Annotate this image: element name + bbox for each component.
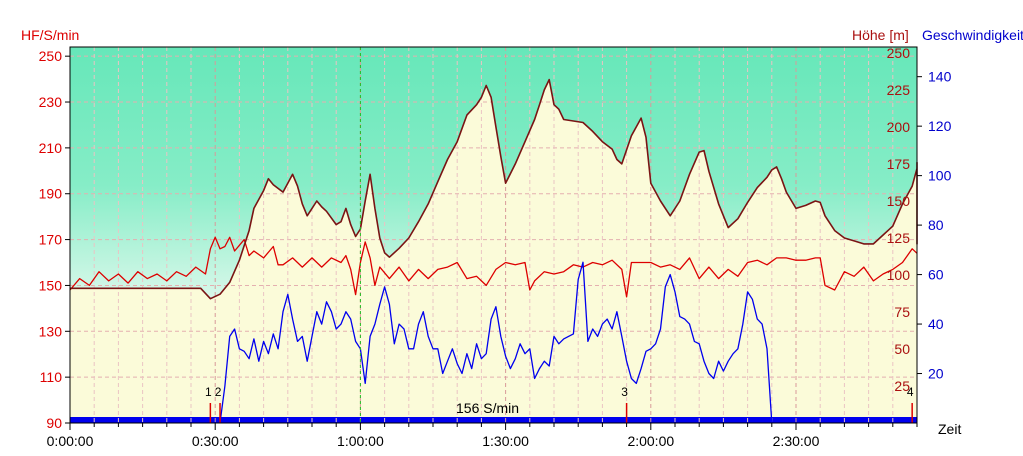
speed-tick-label: 20 <box>928 366 944 382</box>
left-tick-label: 230 <box>39 94 63 110</box>
hoehe-tick-label: 150 <box>887 193 911 209</box>
hf-annotation: 156 S/min <box>456 400 519 416</box>
hoehe-axis-title: Höhe [m] <box>852 27 909 43</box>
speed-axis-title: Geschwindigkeit <box>922 27 1023 43</box>
lap-marker-label: 3 <box>621 385 628 399</box>
speed-tick-label: 60 <box>928 267 944 283</box>
hoehe-tick-label: 75 <box>894 304 910 320</box>
elevation-sky-area <box>70 47 917 299</box>
series-line-heart_rate <box>69 236 918 298</box>
x-tick-label: 0:30:00 <box>192 433 239 449</box>
speed-tick-label: 140 <box>928 69 952 85</box>
left-axis-title: HF/S/min <box>21 27 79 43</box>
left-tick-label: 250 <box>39 48 63 64</box>
hoehe-tick-label: 50 <box>894 341 910 357</box>
left-tick-label: 170 <box>39 232 63 248</box>
distance-band <box>70 417 917 423</box>
x-tick-label: 1:30:00 <box>482 433 529 449</box>
lap-marker-label: 1 <box>205 385 212 399</box>
hoehe-tick-label: 125 <box>887 230 911 246</box>
series-line-geschwindigkeit <box>219 261 773 424</box>
left-tick-label: 210 <box>39 140 63 156</box>
plot-frame <box>69 46 918 424</box>
x-tick-label: 2:30:00 <box>773 433 820 449</box>
hoehe-tick-label: 200 <box>887 119 911 135</box>
hoehe-tick-label: 250 <box>887 45 911 61</box>
hoehe-tick-label: 25 <box>894 378 910 394</box>
left-tick-label: 190 <box>39 186 63 202</box>
hoehe-tick-label: 175 <box>887 156 911 172</box>
speed-tick-label: 120 <box>928 118 952 134</box>
x-axis-title: Zeit <box>938 421 961 437</box>
lap-marker-label: 2 <box>215 385 222 399</box>
left-tick-label: 90 <box>46 415 62 431</box>
x-tick-label: 1:00:00 <box>337 433 384 449</box>
left-tick-label: 150 <box>39 277 63 293</box>
hoehe-tick-label: 225 <box>887 82 911 98</box>
speed-tick-label: 100 <box>928 168 952 184</box>
lap-marker-label: 4 <box>907 385 914 399</box>
series-line-hoehe <box>70 78 918 300</box>
speed-tick-label: 80 <box>928 217 944 233</box>
left-tick-label: 130 <box>39 323 63 339</box>
hoehe-tick-label: 100 <box>887 267 911 283</box>
x-tick-label: 0:00:00 <box>47 433 94 449</box>
speed-tick-label: 40 <box>928 316 944 332</box>
x-tick-label: 2:00:00 <box>627 433 674 449</box>
left-tick-label: 110 <box>40 369 63 385</box>
